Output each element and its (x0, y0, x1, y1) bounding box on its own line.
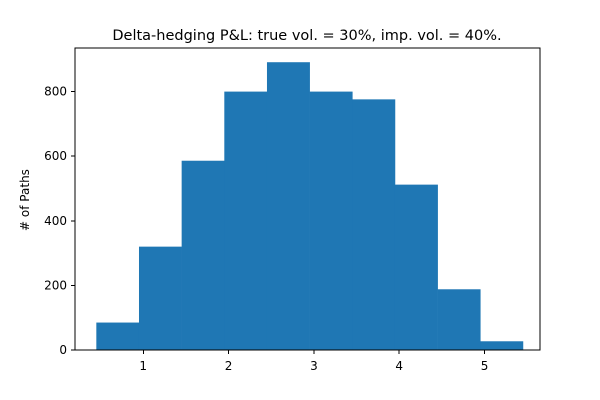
histogram-bar-2 (138, 246, 182, 350)
x-tick-label: 2 (225, 359, 233, 373)
histogram-bar-3 (181, 160, 225, 350)
x-tick-label: 4 (395, 359, 403, 373)
histogram-bar-4 (224, 91, 268, 350)
y-tick-label: 0 (59, 343, 67, 357)
y-tick-label: 200 (44, 278, 67, 292)
histogram-bar-6 (309, 91, 353, 350)
histogram-bar-5 (266, 62, 310, 351)
bars-group (96, 62, 524, 351)
histogram-bar-7 (352, 99, 396, 350)
histogram-bar-1 (96, 322, 140, 350)
histogram-bar-9 (437, 289, 481, 350)
histogram-bar-10 (480, 341, 524, 350)
x-tick-label: 5 (481, 359, 489, 373)
y-tick-label: 800 (44, 85, 67, 99)
x-axis: 1 2 3 4 5 (139, 350, 488, 373)
chart-title: Delta-hedging P&L: true vol. = 30%, imp.… (112, 28, 501, 44)
histogram-bar-8 (394, 184, 438, 350)
y-axis-label: # of Paths (18, 169, 32, 231)
plot-frame (74, 47, 541, 351)
x-tick-label: 1 (139, 359, 147, 373)
y-tick-label: 400 (44, 214, 67, 228)
y-axis: 0 200 400 600 800 (44, 85, 75, 357)
x-tick-label: 3 (310, 359, 318, 373)
y-tick-label: 600 (44, 149, 67, 163)
